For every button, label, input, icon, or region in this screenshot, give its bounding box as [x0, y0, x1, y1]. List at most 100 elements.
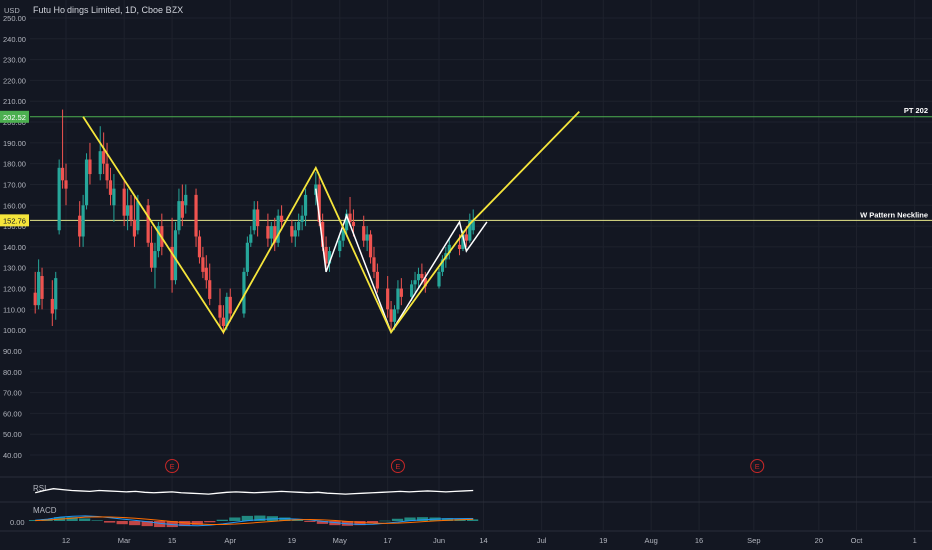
candle-body[interactable] — [362, 226, 366, 241]
earnings-marker-icon[interactable] — [750, 459, 765, 473]
candle-body[interactable] — [201, 257, 205, 272]
candle-body[interactable] — [457, 244, 462, 249]
candle-body[interactable] — [389, 309, 393, 322]
candle-body[interactable] — [468, 219, 472, 241]
candle-body[interactable] — [461, 234, 465, 249]
candle-body[interactable] — [197, 236, 202, 258]
candle-body[interactable] — [221, 317, 226, 326]
candle-body[interactable] — [338, 240, 342, 252]
candle-body[interactable] — [345, 213, 349, 231]
candle-body[interactable] — [33, 292, 37, 306]
candle-body[interactable] — [440, 259, 445, 272]
candle-body[interactable] — [348, 213, 352, 222]
candle-body[interactable] — [437, 271, 441, 287]
candle-body[interactable] — [102, 151, 106, 164]
candle-body[interactable] — [218, 305, 222, 318]
candle-body[interactable] — [170, 246, 174, 281]
candle-body[interactable] — [78, 215, 82, 237]
candle-body[interactable] — [351, 221, 356, 227]
candle-body[interactable] — [132, 219, 137, 237]
candle-body[interactable] — [276, 215, 280, 243]
macd-histogram-bar — [204, 521, 216, 523]
candle-body[interactable] — [368, 234, 373, 258]
w-pattern-drawings[interactable] — [82, 111, 580, 334]
candle-body[interactable] — [266, 226, 270, 239]
candle-body[interactable] — [177, 201, 181, 231]
candle-body[interactable] — [420, 273, 424, 279]
candle-body[interactable] — [300, 215, 304, 222]
candle-body[interactable] — [252, 209, 256, 231]
candle-body[interactable] — [365, 234, 369, 241]
candle-body[interactable] — [447, 244, 451, 254]
w-pattern-yellow-line[interactable] — [82, 111, 580, 334]
candle-body[interactable] — [324, 246, 328, 264]
candle-body[interactable] — [392, 309, 397, 322]
candle-body[interactable] — [50, 298, 54, 314]
candle-body[interactable] — [84, 159, 89, 206]
candle-body[interactable] — [208, 280, 212, 299]
macd-histogram-bar — [416, 517, 429, 521]
candle-body[interactable] — [413, 280, 417, 285]
candle-body[interactable] — [297, 221, 301, 231]
candle-body[interactable] — [64, 180, 68, 189]
candle-body[interactable] — [290, 226, 294, 237]
candle-body[interactable] — [129, 205, 133, 220]
candle-body[interactable] — [37, 271, 41, 306]
candle-body[interactable] — [149, 242, 154, 268]
candle-body[interactable] — [269, 226, 273, 239]
candle-body[interactable] — [279, 215, 284, 222]
candle-body[interactable] — [60, 167, 65, 181]
candle-body[interactable] — [249, 234, 253, 243]
candle-body[interactable] — [112, 188, 116, 206]
candle-body[interactable] — [242, 271, 246, 314]
candle-body[interactable] — [98, 151, 102, 175]
candle-body[interactable] — [321, 221, 325, 247]
candle-body[interactable] — [40, 276, 44, 299]
candle-body[interactable] — [245, 242, 249, 272]
candle-body[interactable] — [108, 180, 113, 195]
candle-body[interactable] — [54, 278, 58, 310]
time-axis[interactable]: 12 Mar 15 Apr 19 May 17 Jun 14 Jul 19 Aug 16 Sep 20 Oct… — [0, 530, 932, 545]
candle-body[interactable] — [256, 209, 260, 227]
price-axis[interactable]: 250.00240.00230.00220.00210.00200.00190.… — [0, 6, 29, 527]
earnings-marker-icon[interactable] — [165, 459, 180, 473]
candle-body[interactable] — [399, 288, 403, 297]
candle-body[interactable] — [57, 167, 61, 231]
x-tick-label: Oct — [851, 536, 864, 545]
candle-body[interactable] — [146, 205, 150, 243]
candle-body[interactable] — [105, 163, 109, 181]
candle-body[interactable] — [125, 205, 130, 216]
candle-body[interactable] — [194, 194, 198, 237]
candle-body[interactable] — [81, 205, 85, 237]
candle-body[interactable] — [423, 278, 427, 287]
candle-body[interactable] — [396, 288, 400, 310]
candle-body[interactable] — [341, 230, 345, 241]
candle-body[interactable] — [375, 271, 380, 289]
w-pattern-white-line[interactable] — [315, 188, 488, 334]
candle-body[interactable] — [228, 296, 232, 314]
candle-body[interactable] — [273, 226, 277, 243]
candle-body[interactable] — [416, 273, 421, 281]
candle-body[interactable] — [180, 201, 184, 218]
candle-body[interactable] — [471, 220, 475, 231]
candle-body[interactable] — [184, 194, 188, 206]
candle-body[interactable] — [327, 251, 332, 264]
candle-body[interactable] — [204, 267, 208, 281]
candle-body[interactable] — [293, 230, 297, 237]
candle-body[interactable] — [225, 296, 229, 326]
candle-body[interactable] — [317, 184, 321, 222]
candle-body[interactable] — [136, 201, 140, 231]
candle-body[interactable] — [156, 226, 160, 252]
earnings-marker-icon[interactable] — [390, 459, 405, 473]
candle-body[interactable] — [410, 284, 414, 297]
candle-body[interactable] — [303, 194, 308, 216]
candle-body[interactable] — [122, 188, 126, 216]
candle-body[interactable] — [153, 251, 157, 268]
candle-body[interactable] — [88, 159, 92, 175]
candle-body[interactable] — [173, 230, 178, 281]
candle-body[interactable] — [386, 288, 390, 310]
candle-body[interactable] — [372, 257, 376, 272]
candle-body[interactable] — [464, 234, 468, 241]
